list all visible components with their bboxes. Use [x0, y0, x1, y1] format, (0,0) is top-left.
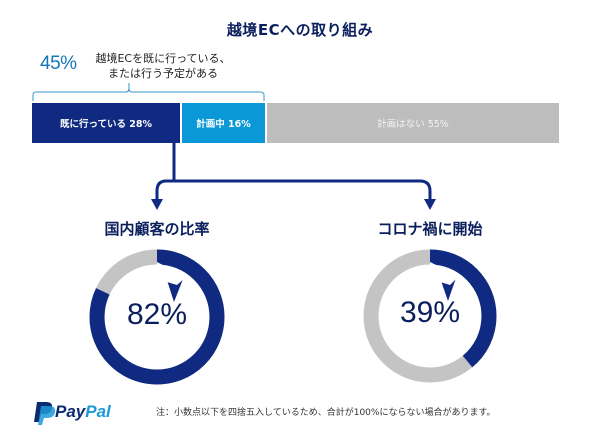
summary-description: 越境ECを既に行っている、 または行う予定がある	[88, 51, 238, 81]
donut-covid	[363, 249, 497, 383]
arrow-left-head-icon	[151, 199, 163, 210]
bar-segment-planning: 計画中 16%	[182, 103, 265, 143]
paypal-logo: PayPal	[55, 402, 111, 422]
arrow-right	[419, 179, 432, 200]
logo-wordmark: PayPal	[55, 402, 111, 421]
arrow-right-head-icon	[424, 199, 436, 210]
donut-domestic	[89, 249, 225, 385]
summary-line-1: 越境ECを既に行っている、	[95, 52, 231, 65]
summary-percent: 45%	[40, 53, 77, 74]
paypal-logo-icon	[34, 402, 56, 425]
donut-covid-value: 39%	[399, 296, 461, 329]
bracket	[32, 83, 265, 101]
donut-domestic-title: 国内顧客の比率	[104, 220, 210, 238]
summary-line-2: または行う予定がある	[108, 67, 218, 80]
donut-domestic-value: 82%	[126, 298, 188, 331]
chart-title: 越境ECへの取り組み	[226, 21, 374, 39]
donut-covid-title: コロナ禍に開始	[377, 220, 483, 238]
bar-segment-no-plan: 計画はない 55%	[267, 103, 559, 143]
footnote: 注：小数点以下を四捨五入しているため、合計が100%にならない場合があります。	[156, 408, 496, 418]
arrow-left	[155, 179, 167, 200]
bar-segment-already: 既に行っている 28%	[32, 103, 180, 143]
